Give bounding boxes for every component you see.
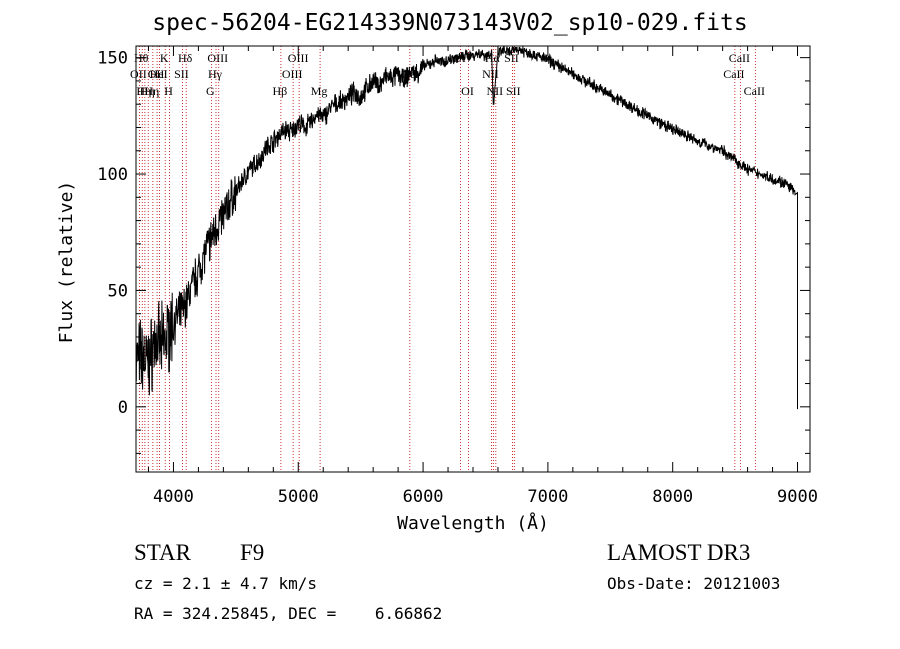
spectral-line-label: CaII bbox=[723, 67, 744, 81]
x-tick-label: 6000 bbox=[403, 487, 444, 507]
y-axis: 0 50 100 150 bbox=[97, 49, 810, 454]
spectral-line-labels: OIIHθHηHηHηOIIHeIKHSIIHδGHγOIIIHβOIIIOII… bbox=[130, 51, 765, 98]
spectral-line-label: OII bbox=[148, 67, 165, 81]
y-tick-label: 50 bbox=[108, 281, 128, 301]
spectral-line-label: Hβ bbox=[273, 84, 288, 98]
x-axis-label: Wavelength (Å) bbox=[397, 512, 549, 534]
spectral-line-label: OI bbox=[461, 84, 474, 98]
x-tick-label: 5000 bbox=[278, 487, 319, 507]
spectral-line-label: Hθ bbox=[134, 51, 149, 65]
redshift-cz: cz = 2.1 ± 4.7 km/s bbox=[134, 574, 318, 593]
spectrum-line bbox=[135, 45, 798, 410]
spectral-line-label: SII bbox=[506, 84, 521, 98]
object-class: STAR bbox=[134, 540, 191, 565]
spectral-line-label: OII bbox=[130, 67, 147, 81]
coordinates: RA = 324.25845, DEC = 6.66862 bbox=[134, 604, 443, 623]
spectral-line-label: Hα bbox=[485, 51, 501, 65]
survey-name: LAMOST DR3 bbox=[607, 540, 751, 565]
spectral-line-label: Hη bbox=[136, 84, 151, 98]
spectral-line-label: Mg bbox=[311, 84, 328, 98]
spectral-line-label: Hδ bbox=[178, 51, 193, 65]
x-tick-label: 9000 bbox=[777, 487, 818, 507]
y-tick-label: 100 bbox=[97, 165, 128, 185]
y-tick-label: 150 bbox=[97, 49, 128, 69]
spectral-line-label: Na bbox=[402, 67, 417, 81]
plot-frame bbox=[135, 45, 811, 473]
y-axis-label: Flux (relative) bbox=[56, 181, 77, 344]
spectral-line-label: CaII bbox=[729, 51, 750, 65]
x-axis: 4000 5000 6000 7000 8000 9000 bbox=[147, 46, 818, 507]
y-tick-label: 0 bbox=[118, 398, 128, 418]
spectral-line-label: Hη bbox=[144, 84, 159, 98]
spectral-line-label: OIII bbox=[288, 51, 309, 65]
x-tick-label: 7000 bbox=[527, 487, 568, 507]
spectral-line-label: NII bbox=[482, 67, 499, 81]
spectral-line-label: Hη bbox=[140, 84, 155, 98]
spectral-line-label: K bbox=[160, 51, 169, 65]
chart-title: spec-56204-EG214339N073143V02_sp10-029.f… bbox=[152, 10, 748, 36]
spectral-line-label: H bbox=[164, 84, 173, 98]
spectral-line-label: SII bbox=[504, 51, 519, 65]
spectral-lines bbox=[138, 46, 756, 472]
spectral-line-label: NII bbox=[487, 84, 504, 98]
spectral-line-label: OIII bbox=[207, 51, 228, 65]
obs-date: Obs-Date: 20121003 bbox=[607, 574, 781, 593]
spectral-line-label: SII bbox=[174, 67, 189, 81]
x-tick-label: 8000 bbox=[652, 487, 693, 507]
spectral-line-label: HeI bbox=[150, 67, 168, 81]
spectral-line-label: G bbox=[206, 84, 215, 98]
object-subclass: F9 bbox=[240, 540, 265, 565]
x-tick-label: 4000 bbox=[153, 487, 194, 507]
spectral-line-label: OIII bbox=[282, 67, 303, 81]
spectral-line-label: OI bbox=[453, 51, 466, 65]
spectral-line-label: Hγ bbox=[208, 67, 223, 81]
spectral-line-label: CaII bbox=[744, 84, 765, 98]
